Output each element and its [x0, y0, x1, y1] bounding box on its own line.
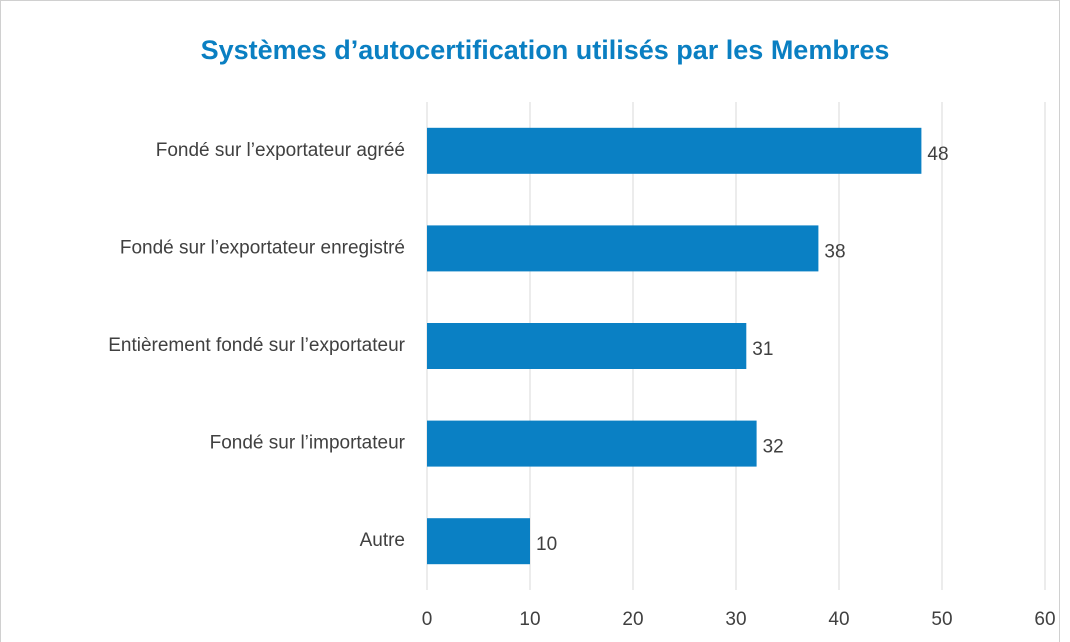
- bar: [427, 518, 530, 565]
- bar: [427, 225, 819, 272]
- data-label: 48: [927, 144, 948, 165]
- chart-title: Systèmes d’autocertification utilisés pa…: [201, 35, 890, 65]
- y-tick-label: Autre: [360, 530, 405, 551]
- data-label: 32: [763, 437, 784, 458]
- y-tick-label: Fondé sur l’exportateur agréé: [156, 140, 405, 161]
- x-tick-label: 60: [1034, 609, 1055, 630]
- x-tick-label: 0: [422, 609, 433, 630]
- x-tick-label: 10: [519, 609, 540, 630]
- x-tick-label: 50: [931, 609, 952, 630]
- x-tick-label: 40: [828, 609, 849, 630]
- bar: [427, 127, 922, 174]
- data-label: 10: [536, 534, 557, 555]
- y-tick-label: Entièrement fondé sur l’exportateur: [108, 335, 405, 356]
- data-label: 31: [752, 339, 773, 360]
- bar: [427, 323, 747, 369]
- x-tick-label: 30: [725, 609, 746, 630]
- data-label: 38: [824, 241, 845, 262]
- y-tick-label: Fondé sur l’importateur: [210, 433, 406, 454]
- y-tick-label: Fondé sur l’exportateur enregistré: [120, 237, 405, 258]
- x-tick-label: 20: [622, 609, 643, 630]
- bar: [427, 420, 757, 467]
